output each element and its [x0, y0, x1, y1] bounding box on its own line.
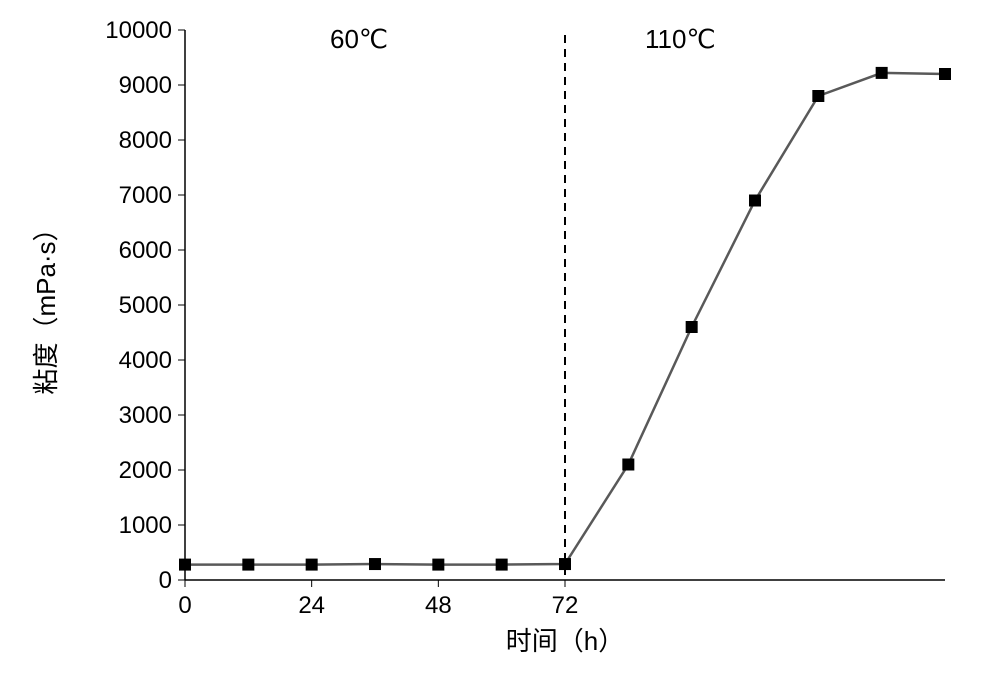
data-marker [432, 559, 444, 571]
y-tick-label: 4000 [119, 347, 172, 374]
x-tick-label: 24 [298, 592, 325, 619]
y-tick-label: 2000 [119, 457, 172, 484]
data-marker [306, 559, 318, 571]
data-marker [749, 195, 761, 207]
x-tick-label: 0 [178, 592, 191, 619]
data-marker [179, 559, 191, 571]
data-marker [876, 67, 888, 79]
data-marker [496, 559, 508, 571]
data-marker [812, 90, 824, 102]
y-tick-label: 7000 [119, 182, 172, 209]
y-tick-label: 1000 [119, 512, 172, 539]
x-tick-label: 72 [552, 592, 579, 619]
temp-annotation: 110℃ [645, 24, 716, 54]
temp-annotation: 60℃ [330, 24, 388, 54]
y-tick-label: 5000 [119, 292, 172, 319]
data-marker [686, 321, 698, 333]
data-marker [622, 459, 634, 471]
x-tick-label: 48 [425, 592, 452, 619]
data-marker [939, 68, 951, 80]
chart-svg: 0 1000 2000 3000 4000 5000 6000 7000 8000 9000 100… [0, 0, 1000, 678]
y-axis-title: 粘度（mPa·s） [31, 215, 61, 394]
y-tick-label: 9000 [119, 72, 172, 99]
y-tick-label: 0 [159, 567, 172, 594]
x-axis-title: 时间（h） [506, 626, 624, 656]
data-marker [242, 559, 254, 571]
y-tick-label: 6000 [119, 237, 172, 264]
data-marker [369, 558, 381, 570]
y-tick-label: 8000 [119, 127, 172, 154]
viscosity-chart: 0 1000 2000 3000 4000 5000 6000 7000 8000 9000 100… [0, 0, 1000, 678]
y-tick-label: 3000 [119, 402, 172, 429]
y-tick-label: 10000 [105, 17, 172, 44]
data-marker [559, 558, 571, 570]
